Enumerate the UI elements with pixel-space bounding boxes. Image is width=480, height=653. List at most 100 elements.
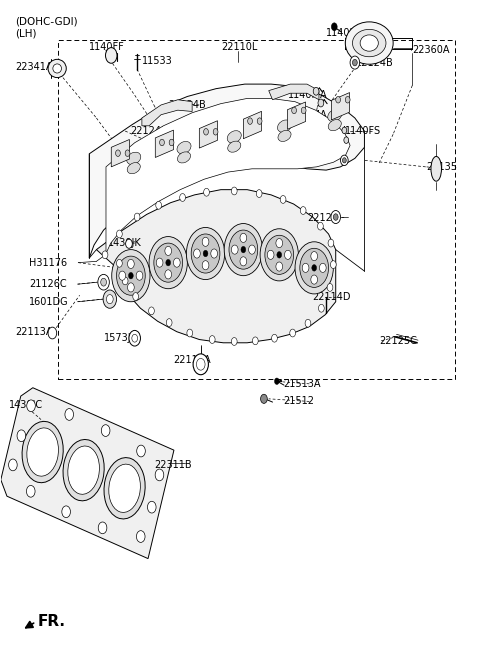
Ellipse shape <box>109 464 140 513</box>
Circle shape <box>328 239 334 247</box>
Polygon shape <box>199 121 217 148</box>
Circle shape <box>116 150 120 157</box>
Circle shape <box>231 187 237 195</box>
Circle shape <box>102 251 108 259</box>
Polygon shape <box>89 84 364 258</box>
Circle shape <box>320 263 326 272</box>
Circle shape <box>300 206 306 214</box>
Text: 22124B: 22124B <box>355 57 393 68</box>
Circle shape <box>319 304 324 312</box>
Ellipse shape <box>104 458 145 519</box>
Text: 22125C: 22125C <box>379 336 417 346</box>
Circle shape <box>155 469 164 481</box>
Circle shape <box>240 257 247 266</box>
Circle shape <box>240 233 247 242</box>
Circle shape <box>336 97 340 103</box>
Circle shape <box>159 139 164 146</box>
Polygon shape <box>269 84 319 100</box>
Circle shape <box>241 246 246 253</box>
Text: (DOHC-GDI): (DOHC-GDI) <box>15 16 78 27</box>
Text: 21512: 21512 <box>283 396 314 406</box>
Polygon shape <box>1 388 174 558</box>
Circle shape <box>231 338 237 345</box>
Text: 22124B: 22124B <box>278 152 316 162</box>
Circle shape <box>213 129 218 135</box>
Circle shape <box>256 189 262 197</box>
Circle shape <box>275 378 279 385</box>
Circle shape <box>252 337 258 345</box>
Circle shape <box>193 354 208 375</box>
Circle shape <box>229 230 258 269</box>
Circle shape <box>98 274 109 290</box>
Circle shape <box>191 234 220 273</box>
Ellipse shape <box>277 120 291 133</box>
Circle shape <box>285 250 291 259</box>
Circle shape <box>330 261 336 268</box>
Text: 22112A: 22112A <box>173 355 211 366</box>
Circle shape <box>261 394 267 404</box>
Ellipse shape <box>431 157 442 181</box>
Ellipse shape <box>127 163 140 174</box>
Text: 22360A: 22360A <box>412 45 450 56</box>
Ellipse shape <box>178 152 191 163</box>
Circle shape <box>117 230 122 238</box>
Circle shape <box>331 210 340 223</box>
Circle shape <box>180 193 185 201</box>
Circle shape <box>27 400 36 411</box>
Ellipse shape <box>68 446 99 494</box>
Circle shape <box>112 249 150 302</box>
Circle shape <box>202 237 209 246</box>
Circle shape <box>302 263 309 272</box>
Circle shape <box>345 97 350 103</box>
Circle shape <box>342 158 346 163</box>
Circle shape <box>136 271 143 280</box>
Circle shape <box>209 336 215 343</box>
Circle shape <box>126 239 132 248</box>
Text: 22114D: 22114D <box>312 292 350 302</box>
Circle shape <box>107 295 113 304</box>
Circle shape <box>193 249 200 258</box>
Ellipse shape <box>22 421 63 483</box>
Circle shape <box>204 188 209 196</box>
Circle shape <box>267 250 274 259</box>
Circle shape <box>290 329 296 337</box>
Circle shape <box>149 307 155 315</box>
Circle shape <box>300 248 328 287</box>
Circle shape <box>132 334 138 342</box>
Text: 1140FF: 1140FF <box>89 42 125 52</box>
Circle shape <box>169 139 174 146</box>
Circle shape <box>292 107 297 114</box>
Circle shape <box>134 213 140 221</box>
Circle shape <box>137 445 145 457</box>
Circle shape <box>156 201 161 209</box>
Circle shape <box>352 59 357 66</box>
Text: 22124B: 22124B <box>130 126 168 136</box>
Ellipse shape <box>227 131 241 143</box>
Text: 22135: 22135 <box>427 162 457 172</box>
Circle shape <box>165 246 171 255</box>
Ellipse shape <box>177 142 191 154</box>
Text: 1140MA: 1140MA <box>288 110 327 119</box>
Circle shape <box>136 531 145 543</box>
Text: 21126C: 21126C <box>29 279 67 289</box>
Ellipse shape <box>328 109 342 121</box>
Circle shape <box>156 258 163 267</box>
Circle shape <box>166 259 170 266</box>
Circle shape <box>48 327 57 339</box>
Ellipse shape <box>27 428 59 476</box>
Polygon shape <box>288 102 306 129</box>
Circle shape <box>257 118 262 124</box>
Circle shape <box>9 459 17 471</box>
Circle shape <box>98 522 107 534</box>
Ellipse shape <box>63 439 104 501</box>
Circle shape <box>101 278 107 286</box>
Circle shape <box>173 258 180 267</box>
Text: 1140FX: 1140FX <box>326 28 363 39</box>
Circle shape <box>248 118 252 124</box>
Circle shape <box>295 242 333 294</box>
Circle shape <box>125 150 130 157</box>
Circle shape <box>260 229 299 281</box>
Circle shape <box>119 271 126 280</box>
Ellipse shape <box>48 59 66 78</box>
Circle shape <box>331 23 337 31</box>
